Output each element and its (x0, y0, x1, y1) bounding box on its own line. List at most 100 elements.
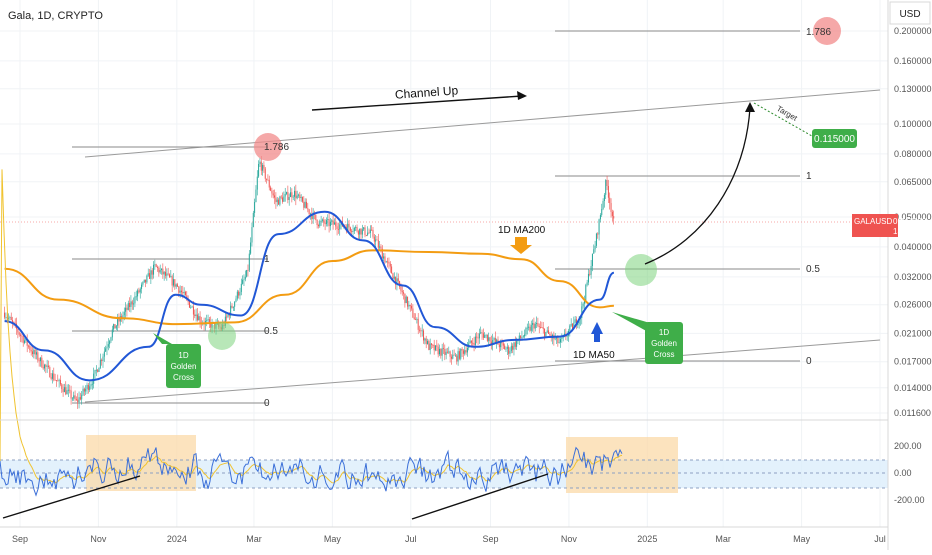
candle-body-314 (421, 330, 423, 332)
candle-body-147 (199, 316, 201, 323)
target-arrowhead (745, 102, 755, 112)
candle-body-436 (583, 300, 585, 304)
candle-body-325 (436, 345, 438, 347)
candle-body-139 (188, 301, 190, 308)
candle-body-153 (207, 319, 209, 321)
candle-body-391 (524, 334, 526, 337)
candle-body-121 (165, 271, 167, 276)
candle-body-117 (159, 270, 161, 273)
candle-body-92 (126, 307, 128, 310)
fib-left-0-label: 0 (264, 398, 270, 409)
candle-body-313 (420, 330, 422, 332)
price-tick-label-4: 0.080000 (894, 149, 932, 159)
candle-body-448 (599, 215, 601, 220)
rsi-tick-0: 0.00 (894, 468, 912, 478)
candle-body-195 (263, 164, 265, 169)
candle-body-203 (274, 195, 276, 198)
candle-body-283 (380, 246, 382, 249)
candle-body-445 (595, 233, 597, 246)
candle-body-141 (191, 306, 193, 308)
candle-body-205 (276, 199, 278, 203)
candle-body-340 (456, 355, 458, 362)
price-tick-label-0: 0.200000 (894, 26, 932, 36)
candle-body-120 (163, 271, 165, 275)
time-axis[interactable]: Sep Nov 2024 Mar May Jul Sep Nov 2025 Mar May Jul (12, 534, 886, 544)
candle-body-83 (114, 324, 116, 329)
candle-body-221 (298, 194, 300, 196)
candle-body-225 (303, 201, 305, 208)
candle-body-61 (85, 388, 87, 392)
candle-body-410 (549, 333, 551, 336)
price-axis[interactable]: 0.200000 0.160000 0.130000 0.100000 0.080000… (894, 26, 932, 418)
candle-body-12 (20, 334, 22, 336)
candle-body-65 (90, 384, 92, 387)
golden-cross-right-line3: Cross (654, 350, 675, 359)
fib-left-05-label: 0.5 (264, 326, 278, 337)
candle-body-20 (30, 350, 32, 352)
target-red-circle (813, 17, 841, 45)
candle-body-378 (506, 346, 508, 349)
candle-body-217 (292, 196, 294, 198)
ma50-label: 1D MA50 (573, 350, 615, 361)
candle-body-292 (392, 273, 394, 279)
price-tick-label-13: 0.011600 (894, 408, 931, 418)
candle-body-102 (139, 288, 141, 293)
candle-body-245 (329, 221, 331, 227)
candle-body-235 (316, 219, 318, 226)
candle-body-440 (589, 273, 591, 275)
time-tick-label-5: Jul (405, 534, 417, 544)
candle-body-71 (98, 367, 100, 372)
candle-body-154 (208, 319, 210, 323)
candle-body-89 (122, 315, 124, 319)
ma50-up-arrow (591, 322, 603, 342)
candle-body-427 (571, 323, 573, 329)
candle-body-126 (171, 276, 173, 286)
candle-body-79 (109, 341, 111, 345)
candle-body-449 (601, 209, 603, 216)
candle-body-28 (41, 357, 43, 367)
candle-body-441 (590, 266, 592, 275)
candle-body-353 (473, 343, 475, 346)
candle-body-80 (110, 337, 112, 342)
candle-body-105 (143, 279, 145, 283)
candle-body-1 (5, 317, 7, 319)
candle-body-316 (424, 338, 426, 341)
candle-body-220 (296, 195, 298, 199)
candles (4, 155, 615, 409)
candle-body-58 (81, 394, 83, 400)
candle-body-272 (365, 235, 367, 236)
candle-body-64 (89, 386, 91, 390)
candle-body-323 (433, 344, 435, 351)
candle-body-376 (504, 345, 506, 350)
currency-box[interactable] (889, 1, 931, 25)
channel-lower-line (84, 339, 881, 403)
candle-body-431 (577, 323, 579, 326)
time-tick-label-0: Sep (12, 534, 28, 544)
candle-body-329 (441, 348, 443, 356)
candle-body-419 (561, 337, 563, 339)
candle-body-308 (413, 317, 415, 320)
candle-body-198 (267, 179, 269, 181)
candle-body-360 (482, 333, 484, 338)
candle-body-75 (103, 351, 105, 357)
candle-body-453 (606, 179, 608, 186)
candle-body-444 (594, 245, 596, 250)
candle-body-186 (251, 227, 253, 243)
candle-body-77 (106, 346, 108, 349)
candle-body-94 (129, 303, 131, 307)
candle-body-451 (603, 194, 605, 201)
candle-body-428 (573, 322, 575, 329)
candle-body-108 (147, 273, 149, 276)
candle-body-95 (130, 301, 132, 307)
candle-body-381 (510, 345, 512, 352)
candle-body-172 (232, 306, 234, 308)
candle-body-85 (117, 318, 119, 326)
candle-body-31 (45, 364, 47, 367)
candle-body-0 (4, 312, 6, 318)
candle-body-49 (69, 389, 71, 391)
golden-cross-left-line1: 1D (178, 351, 188, 360)
candle-body-303 (407, 296, 409, 307)
candle-body-109 (149, 273, 151, 279)
time-tick-label-6: Sep (482, 534, 498, 544)
